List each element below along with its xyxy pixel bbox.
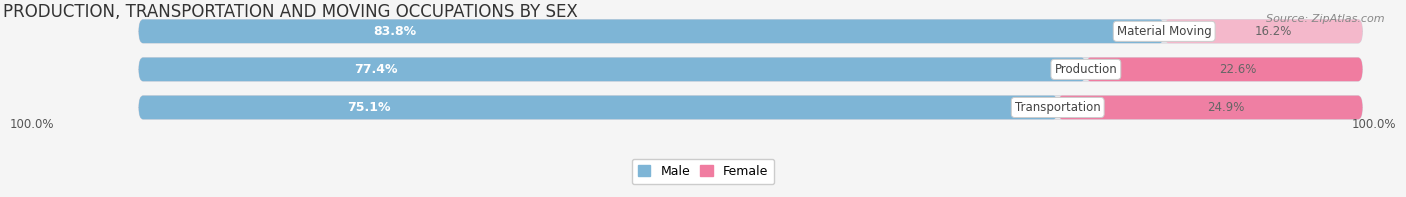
FancyBboxPatch shape <box>139 20 1362 43</box>
FancyBboxPatch shape <box>139 58 1362 81</box>
Text: Production: Production <box>1054 63 1118 76</box>
FancyBboxPatch shape <box>1057 96 1362 119</box>
FancyBboxPatch shape <box>139 20 1164 43</box>
Text: 83.8%: 83.8% <box>374 25 416 38</box>
Text: 24.9%: 24.9% <box>1206 101 1244 114</box>
Text: 100.0%: 100.0% <box>1353 118 1396 131</box>
Text: 100.0%: 100.0% <box>10 118 53 131</box>
Text: 22.6%: 22.6% <box>1219 63 1257 76</box>
FancyBboxPatch shape <box>139 96 1057 119</box>
Text: PRODUCTION, TRANSPORTATION AND MOVING OCCUPATIONS BY SEX: PRODUCTION, TRANSPORTATION AND MOVING OC… <box>3 3 578 21</box>
Text: Source: ZipAtlas.com: Source: ZipAtlas.com <box>1267 14 1385 24</box>
FancyBboxPatch shape <box>1085 58 1362 81</box>
FancyBboxPatch shape <box>139 96 1362 119</box>
Text: Material Moving: Material Moving <box>1116 25 1212 38</box>
Legend: Male, Female: Male, Female <box>631 159 775 184</box>
Text: Transportation: Transportation <box>1015 101 1101 114</box>
Text: 75.1%: 75.1% <box>347 101 391 114</box>
FancyBboxPatch shape <box>139 58 1085 81</box>
FancyBboxPatch shape <box>1164 20 1362 43</box>
Text: 77.4%: 77.4% <box>354 63 398 76</box>
Text: 16.2%: 16.2% <box>1254 25 1292 38</box>
